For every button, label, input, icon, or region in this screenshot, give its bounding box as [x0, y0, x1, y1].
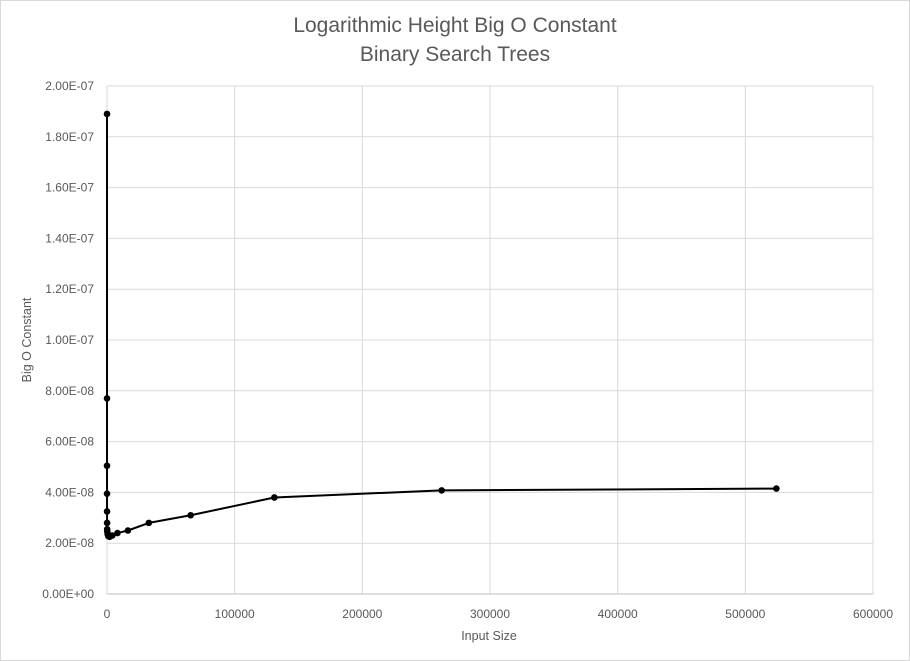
x-tick-label: 400000 — [598, 607, 638, 621]
data-point — [438, 487, 445, 494]
y-tick-label: 4.00E-08 — [45, 485, 94, 499]
x-tick-label: 0 — [104, 607, 111, 621]
chart-title: Logarithmic Height Big O Constant — [293, 14, 617, 37]
y-tick-label: 0.00E+00 — [42, 587, 94, 601]
data-point — [187, 511, 194, 519]
x-tick-label: 200000 — [342, 607, 382, 621]
data-point — [103, 519, 111, 527]
tick-labels: 0.00E+00 2.00E-08 4.00E-08 6.00E-08 8.00E-08… — [42, 79, 893, 621]
data-point — [103, 490, 111, 497]
data-point — [103, 462, 111, 470]
y-axis-title: Big O Constant — [20, 297, 34, 382]
y-tick-label: 1.40E-07 — [45, 231, 94, 245]
data-point — [103, 110, 111, 118]
data-point — [145, 519, 153, 527]
y-tick-label: 2.00E-08 — [45, 536, 94, 550]
data-point — [271, 494, 278, 501]
chart-subtitle: Binary Search Trees — [359, 43, 551, 66]
gridlines — [106, 85, 874, 595]
data-series — [103, 110, 780, 541]
data-point — [103, 395, 111, 402]
data-point — [773, 485, 780, 492]
x-tick-label: 600000 — [853, 607, 893, 621]
x-axis-title: Input Size — [461, 629, 517, 643]
y-tick-label: 1.60E-07 — [45, 181, 94, 195]
data-point — [124, 527, 132, 534]
y-tick-label: 2.00E-07 — [45, 79, 94, 93]
y-tick-label: 8.00E-08 — [45, 384, 94, 398]
series-line — [106, 113, 777, 538]
x-tick-label: 100000 — [215, 607, 255, 621]
y-tick-label: 1.00E-07 — [45, 333, 94, 347]
data-point — [103, 508, 111, 515]
y-tick-label: 6.00E-08 — [45, 435, 94, 449]
x-tick-label: 500000 — [725, 607, 765, 621]
data-point — [108, 532, 116, 539]
x-tick-label: 300000 — [470, 607, 510, 621]
data-point — [114, 529, 121, 537]
y-tick-label: 1.20E-07 — [45, 282, 94, 296]
y-tick-label: 1.80E-07 — [45, 130, 94, 144]
